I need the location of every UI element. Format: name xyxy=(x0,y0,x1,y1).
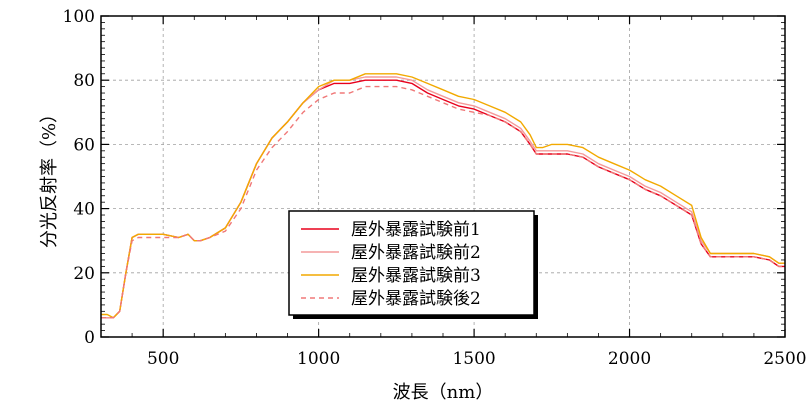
y-tick-label: 80 xyxy=(73,71,95,91)
legend-label-2: 屋外暴露試験前2 xyxy=(351,243,481,263)
series-line-4 xyxy=(101,85,785,319)
legend: 屋外暴露試験前1 屋外暴露試験前2 屋外暴露試験前3 屋外暴露試験後2 xyxy=(288,210,538,319)
tick-labels: 0 20 40 60 80 100 500 1000 1500 2000 2500 xyxy=(63,7,807,369)
x-tick-label: 1000 xyxy=(297,349,340,369)
y-tick-label: 0 xyxy=(84,328,95,348)
plot-frame xyxy=(100,15,786,338)
y-tick-label: 20 xyxy=(73,264,95,284)
legend-label-3: 屋外暴露試験前3 xyxy=(351,266,481,286)
x-tick-label: 2500 xyxy=(763,349,806,369)
series-lines xyxy=(101,73,785,319)
y-axis-title: 分光反射率（%） xyxy=(39,105,60,248)
y-tick-label: 40 xyxy=(73,200,95,220)
legend-entries: 屋外暴露試験前1 屋外暴露試験前2 屋外暴露試験前3 屋外暴露試験後2 xyxy=(301,220,481,309)
series-line-3 xyxy=(101,73,785,319)
legend-label-4: 屋外暴露試験後2 xyxy=(351,289,481,309)
legend-label-1: 屋外暴露試験前1 xyxy=(351,220,481,240)
y-tick-label: 60 xyxy=(73,135,95,155)
x-axis-title: 波長（nm） xyxy=(393,382,494,403)
x-tick-label: 500 xyxy=(147,349,179,369)
x-tick-label: 1500 xyxy=(452,349,495,369)
y-tick-label: 100 xyxy=(63,7,95,27)
x-tick-label: 2000 xyxy=(608,349,651,369)
